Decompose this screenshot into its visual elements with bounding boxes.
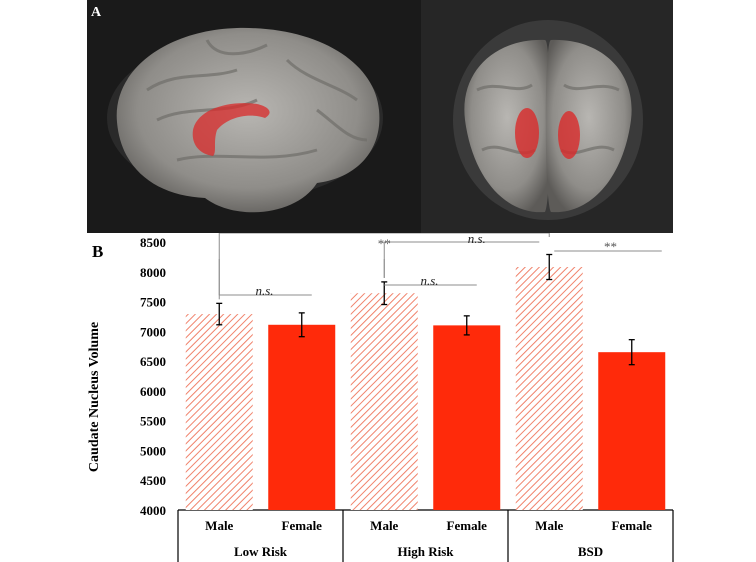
group-label: BSD [578,544,603,559]
panel-a-label: A [91,5,102,20]
y-tick-label: 4000 [140,503,166,518]
bar [185,314,253,510]
brain-render-panel: A [87,0,673,233]
y-tick-label: 6500 [140,354,166,369]
caudate-highlight-sagittal [192,103,270,156]
x-tick-label: Male [535,518,563,533]
sagittal-brain-view [107,27,383,213]
caudate-volume-chart: B Caudate Nucleus Volume 4000 4500 5000 550… [87,233,674,562]
bar [433,325,501,510]
x-tick-label: Male [370,518,398,533]
panel-b-label: B [92,242,103,261]
y-tick-label: 5000 [140,443,166,458]
bar [515,267,583,510]
y-tick-label: 5500 [140,414,166,429]
y-tick-label: 8500 [140,235,166,250]
y-axis-label: Caudate Nucleus Volume [87,322,102,472]
group-label: Low Risk [234,544,288,559]
caudate-highlight-left [515,108,539,158]
coronal-brain-view [421,0,673,233]
y-tick-label: 7000 [140,324,166,339]
x-axis-labels: Male Female Male Female Male Female Low Risk Hi… [177,510,674,562]
significance-label: n.s. [255,283,273,298]
y-tick-label: 4500 [140,473,166,488]
y-tick-label: 7500 [140,295,166,310]
chart-axes: 4000 4500 5000 5500 6000 6500 7000 7500 8000 8500 [140,235,673,518]
group-label: High Risk [398,544,455,559]
bar [598,352,666,510]
x-tick-label: Female [612,518,653,533]
bar-series [185,253,666,510]
bar [350,293,418,510]
bar [268,324,336,510]
significance-label: ** [604,239,617,254]
significance-label: n.s. [420,273,438,288]
y-tick-label: 8000 [140,265,166,280]
caudate-highlight-right [558,111,580,159]
significance-brackets: **n.s.n.s.n.s.** [218,233,662,300]
x-tick-label: Male [205,518,233,533]
y-tick-label: 6000 [140,384,166,399]
x-tick-label: Female [282,518,323,533]
x-tick-label: Female [447,518,488,533]
significance-label: n.s. [468,233,486,246]
